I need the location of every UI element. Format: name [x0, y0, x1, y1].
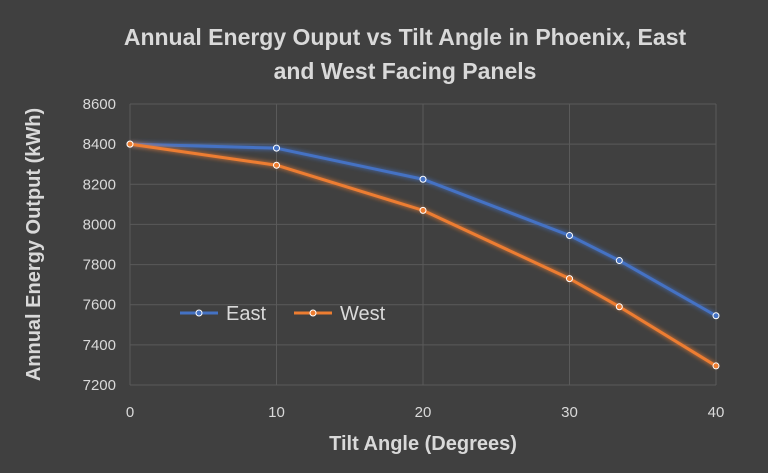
data-point-west — [615, 303, 623, 311]
data-point-west — [126, 140, 134, 148]
chart-title: Annual Energy Ouput vs Tilt Angle in Pho… — [60, 20, 750, 88]
y-tick-label: 8400 — [83, 136, 116, 153]
y-tick-label: 8600 — [83, 96, 116, 113]
y-tick-label: 7800 — [83, 257, 116, 274]
data-point-east — [712, 312, 720, 320]
y-tick-labels: 7200 7400 7600 7800 8000 8200 8400 8600 — [83, 96, 116, 394]
chart-title-line-2: and West Facing Panels — [273, 58, 537, 84]
y-tick-label: 7200 — [83, 377, 116, 394]
legend-marker-west — [309, 309, 317, 317]
y-tick-label: 7600 — [83, 297, 116, 314]
y-tick-label: 8000 — [83, 216, 116, 233]
data-point-east — [419, 175, 427, 183]
series-lines — [126, 140, 720, 370]
x-tick-label: 40 — [708, 404, 725, 421]
data-point-west — [419, 206, 427, 214]
y-tick-label: 8200 — [83, 176, 116, 193]
data-point-west — [566, 275, 573, 283]
data-point-east — [566, 231, 573, 239]
y-tick-label: 7400 — [83, 337, 116, 354]
x-tick-label: 20 — [415, 404, 432, 421]
gridlines — [129, 103, 717, 386]
data-point-west — [273, 161, 280, 169]
x-tick-label: 0 — [126, 404, 134, 421]
y-axis-title: Annual Energy Output (kWh) — [23, 108, 45, 381]
legend-marker-east — [195, 309, 203, 317]
x-axis-title: Tilt Angle (Degrees) — [329, 433, 517, 455]
data-point-east — [615, 257, 623, 265]
data-point-west — [712, 362, 720, 370]
x-tick-label: 30 — [561, 404, 578, 421]
series-line-west — [129, 142, 717, 368]
data-point-east — [273, 144, 280, 152]
legend-label-west: West — [340, 303, 386, 325]
x-tick-label: 10 — [268, 404, 285, 421]
series-line-east — [129, 142, 717, 318]
legend: East West — [180, 303, 386, 325]
chart-title-line-1: Annual Energy Ouput vs Tilt Angle in Pho… — [123, 24, 687, 50]
x-tick-labels: 0 10 20 30 40 — [126, 404, 725, 421]
legend-label-east: East — [226, 303, 266, 325]
